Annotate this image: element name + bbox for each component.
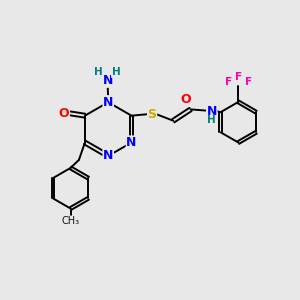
Text: N: N [102,74,113,87]
Text: N: N [126,136,137,149]
Text: N: N [207,105,217,118]
Text: N: N [103,96,113,109]
Text: F: F [245,77,252,87]
Text: F: F [235,72,242,82]
Text: S: S [148,108,157,121]
Text: O: O [59,107,69,120]
Text: N: N [103,149,113,163]
Text: H: H [112,68,120,77]
Text: H: H [207,116,216,125]
Text: F: F [225,77,232,87]
Text: CH₃: CH₃ [61,216,80,226]
Text: H: H [94,68,102,77]
Text: O: O [180,93,190,106]
